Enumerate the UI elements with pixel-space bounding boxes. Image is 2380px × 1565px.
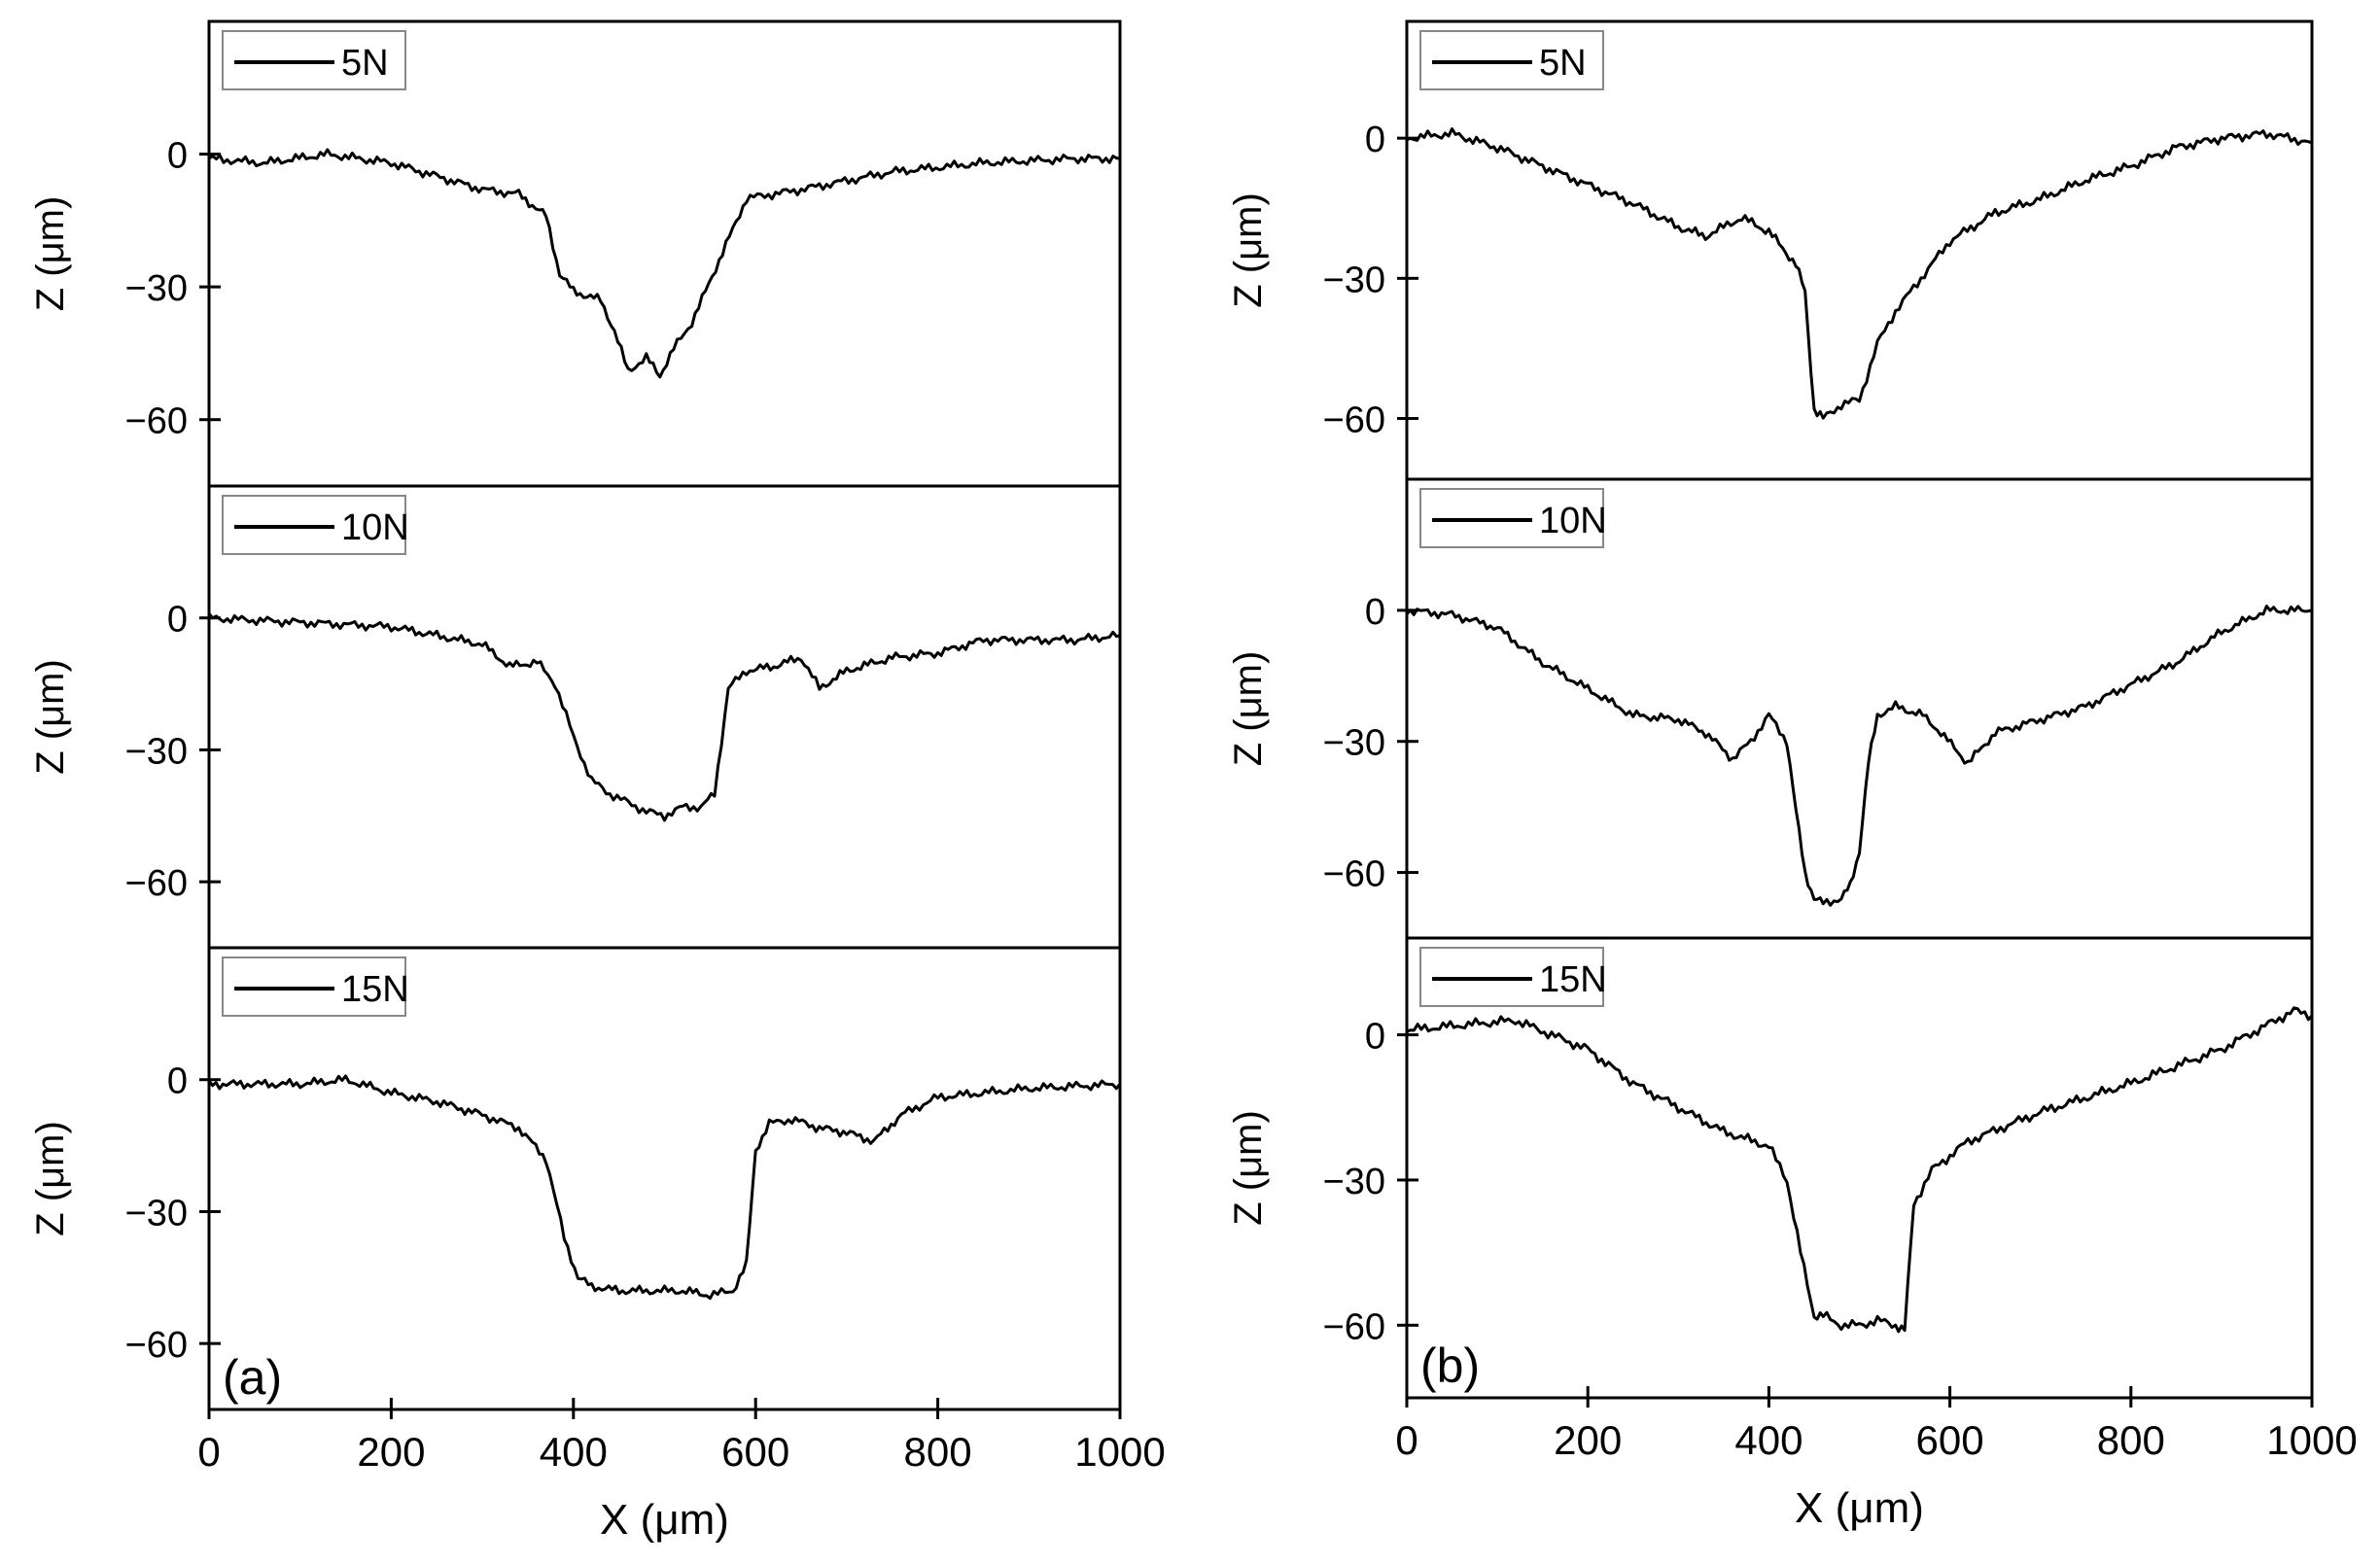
series-line-5N (208, 148, 1121, 379)
x-tick-label: 1000 (1074, 1429, 1165, 1475)
y-tick-label: −60 (125, 1325, 188, 1366)
legend-label: 5N (341, 43, 389, 84)
y-tick-label: −60 (1323, 854, 1385, 895)
subplot-b-10N: 0 −30 −60 Z (μm) 10N (1227, 477, 2314, 940)
panel-a: 0 −30 −60 Z (μm) 5N 0 −30 −60 Z (μm) 10N 0 −30 −60 Z … (29, 19, 1166, 1544)
y-axis-label: Z (μm) (29, 1121, 72, 1236)
series-line-15N (207, 1074, 1122, 1301)
y-tick-label: −60 (125, 863, 188, 904)
subplot-a-5N: 0 −30 −60 Z (μm) 5N (29, 19, 1122, 488)
legend-label: 15N (341, 969, 409, 1010)
y-tick-label: −60 (125, 401, 188, 442)
plot-frame (207, 19, 1122, 488)
y-tick-label: 0 (1365, 120, 1385, 160)
x-tick-label: 1000 (2266, 1417, 2357, 1463)
x-tick-label: 600 (721, 1429, 789, 1475)
legend-label: 10N (1539, 501, 1607, 541)
legend-label: 15N (1539, 959, 1607, 1000)
x-axis-label: X (μm) (600, 1496, 729, 1544)
x-tick-label: 800 (904, 1429, 972, 1475)
series-line-10N (207, 612, 1121, 822)
x-tick-label: 600 (1916, 1417, 1984, 1463)
y-tick-label: 0 (1365, 1017, 1385, 1058)
legend-label: 5N (1539, 43, 1587, 84)
y-axis-label: Z (μm) (1227, 192, 1270, 308)
y-tick-label: 0 (167, 600, 188, 641)
y-tick-label: −30 (125, 1193, 188, 1234)
y-axis-label: Z (μm) (1227, 651, 1270, 767)
panel-label: (a) (223, 1350, 282, 1405)
series-line-10N (1405, 605, 2313, 907)
y-tick-label: 0 (1365, 592, 1385, 633)
y-tick-label: −60 (1323, 400, 1385, 441)
x-tick-label: 200 (357, 1429, 425, 1475)
series-line-5N (1406, 127, 2313, 420)
panel-b: 0 −30 −60 Z (μm) 5N 0 −30 −60 Z (μm) 10N 0 −30 −60 Z … (1227, 19, 2358, 1532)
legend-label: 10N (341, 507, 409, 548)
plot-frame (1405, 936, 2314, 1400)
x-tick-label: 800 (2097, 1417, 2165, 1463)
x-tick-label: 400 (540, 1429, 608, 1475)
plot-frame (207, 484, 1122, 950)
x-tick-label: 0 (197, 1429, 220, 1475)
y-tick-label: 0 (167, 1061, 188, 1102)
panel-label: (b) (1420, 1339, 1480, 1393)
x-tick-label: 400 (1734, 1417, 1802, 1463)
y-axis-label: Z (μm) (1227, 1110, 1270, 1226)
y-tick-label: −30 (1323, 260, 1385, 300)
y-tick-label: −30 (125, 731, 188, 772)
y-tick-label: −60 (1323, 1306, 1385, 1347)
x-axis-label: X (μm) (1795, 1484, 1924, 1532)
y-tick-label: −30 (1323, 723, 1385, 764)
y-tick-label: 0 (167, 136, 188, 177)
x-tick-label: 200 (1554, 1417, 1622, 1463)
series-line-15N (1406, 1006, 2314, 1334)
subplot-b-15N: 0 −30 −60 Z (μm) 15N (1227, 936, 2314, 1400)
y-tick-label: −30 (125, 268, 188, 309)
subplot-a-15N: 0 −30 −60 Z (μm) 15N (29, 946, 1122, 1411)
subplot-a-10N: 0 −30 −60 Z (μm) 10N (29, 484, 1122, 950)
x-tick-label: 0 (1395, 1417, 1418, 1463)
subplot-b-5N: 0 −30 −60 Z (μm) 5N (1227, 19, 2314, 481)
y-tick-label: −30 (1323, 1162, 1385, 1202)
y-axis-label: Z (μm) (29, 659, 72, 775)
plot-frame (207, 946, 1122, 1411)
y-axis-label: Z (μm) (29, 196, 72, 312)
